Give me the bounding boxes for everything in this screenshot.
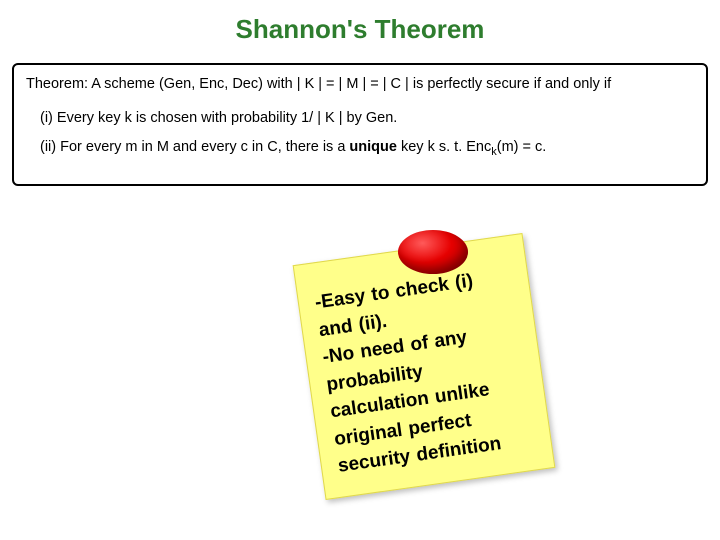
title-text: Shannon's Theorem <box>236 14 485 44</box>
theorem-item-i: (i) Every key k is chosen with probabili… <box>40 109 694 129</box>
theorem-ii-suffix: (m) = c. <box>497 139 547 155</box>
theorem-ii-unique: unique <box>349 139 397 155</box>
pin-body <box>398 230 468 274</box>
theorem-item-ii: (ii) For every m in M and every c in C, … <box>40 138 694 160</box>
sticky-line-1: -Easy to check (i) <box>314 270 475 313</box>
theorem-ii-mid: key k s. t. Enc <box>397 139 491 155</box>
page-title: Shannon's Theorem <box>0 0 720 45</box>
theorem-ii-prefix: (ii) For every m in M and every c in C, … <box>40 139 349 155</box>
sticky-text: -Easy to check (i) and (ii). -No need of… <box>313 262 538 481</box>
pin-icon <box>398 230 468 274</box>
theorem-statement: Theorem: A scheme (Gen, Enc, Dec) with |… <box>26 75 694 95</box>
sticky-note-group: -Easy to check (i) and (ii). -No need of… <box>308 248 558 485</box>
theorem-box: Theorem: A scheme (Gen, Enc, Dec) with |… <box>12 63 708 186</box>
sticky-line-2: and (ii). <box>317 310 388 340</box>
